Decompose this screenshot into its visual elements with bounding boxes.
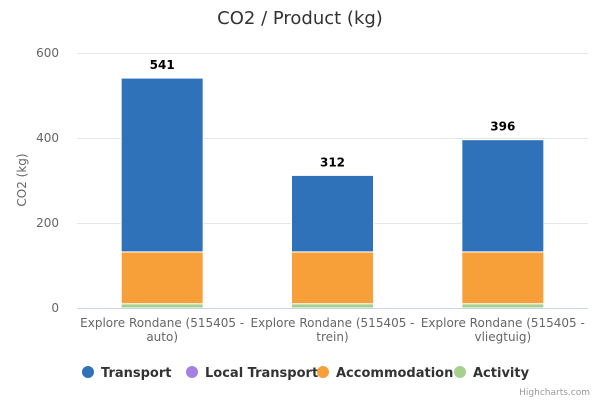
x-category-label: Explore Rondane (515405 -auto) bbox=[80, 316, 244, 344]
legend: Transport Local Transport Accommodation Act… bbox=[82, 366, 530, 381]
legend-marker bbox=[454, 366, 466, 378]
bar-segment-accommodation[interactable] bbox=[120, 251, 204, 305]
legend-item-accommodation[interactable]: Accommodation bbox=[317, 366, 453, 381]
bar-segment-activity[interactable] bbox=[291, 303, 374, 309]
bar-segment-activity[interactable] bbox=[120, 303, 204, 309]
bar-segment-activity[interactable] bbox=[461, 303, 545, 309]
legend-item-activity[interactable]: Activity bbox=[454, 366, 530, 381]
legend-item-local-transport[interactable]: Local Transport bbox=[186, 366, 318, 381]
y-tick-label: 0 bbox=[51, 301, 59, 315]
credits[interactable]: Highcharts.com bbox=[519, 388, 590, 398]
bar-segment-transport[interactable] bbox=[461, 139, 545, 253]
bar-segment-transport[interactable] bbox=[291, 174, 374, 253]
data-label-total: 312 bbox=[320, 155, 345, 169]
legend-marker bbox=[82, 366, 94, 378]
x-axis-categories: Explore Rondane (515405 -auto)Explore Ro… bbox=[80, 316, 585, 344]
bar-segment-accommodation[interactable] bbox=[461, 251, 545, 305]
data-labels: 541 312 396 bbox=[150, 58, 516, 169]
x-category-label-line: vliegtuig) bbox=[474, 330, 531, 344]
y-axis-ticks: 0 200 400 600 bbox=[36, 46, 59, 315]
legend-marker bbox=[186, 366, 198, 378]
x-category-label-line: auto) bbox=[146, 330, 178, 344]
legend-label: Activity bbox=[473, 366, 530, 381]
legend-label: Transport bbox=[101, 366, 171, 381]
x-category-label-line: trein) bbox=[316, 330, 348, 344]
y-axis-label: CO2 (kg) bbox=[15, 153, 29, 206]
y-tick-label: 600 bbox=[36, 46, 59, 60]
legend-label: Local Transport bbox=[205, 366, 318, 381]
x-category-label-line: Explore Rondane (515405 - bbox=[421, 316, 585, 330]
chart-title: CO2 / Product (kg) bbox=[217, 8, 383, 29]
x-category-label-line: Explore Rondane (515405 - bbox=[251, 316, 415, 330]
legend-label: Accommodation bbox=[336, 366, 453, 381]
x-category-label: Explore Rondane (515405 -vliegtuig) bbox=[421, 316, 585, 344]
legend-item-transport[interactable]: Transport bbox=[82, 366, 171, 381]
x-category-label: Explore Rondane (515405 -trein) bbox=[251, 316, 415, 344]
y-tick-label: 400 bbox=[36, 131, 59, 145]
data-label-total: 541 bbox=[150, 58, 175, 72]
data-label-total: 396 bbox=[490, 120, 515, 134]
x-category-label-line: Explore Rondane (515405 - bbox=[80, 316, 244, 330]
legend-marker bbox=[317, 366, 329, 378]
bars bbox=[120, 77, 545, 309]
bar-segment-transport[interactable] bbox=[120, 77, 204, 253]
bar-segment-accommodation[interactable] bbox=[291, 251, 374, 305]
y-tick-label: 200 bbox=[36, 216, 59, 230]
